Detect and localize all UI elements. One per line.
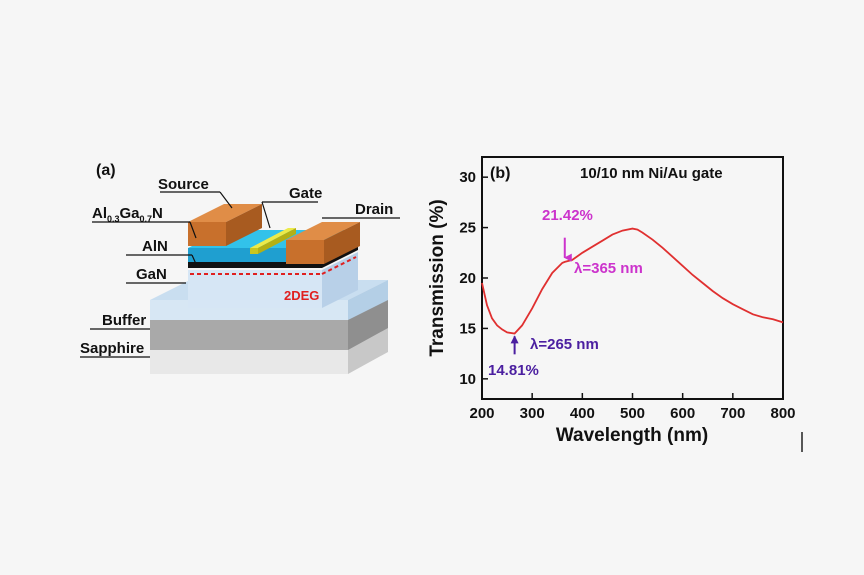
y-axis-ticks: 10 15 20 25 30 <box>459 169 488 388</box>
x-tick-label: 600 <box>670 405 695 422</box>
y-tick-label: 20 <box>459 270 476 287</box>
gate-front <box>250 248 258 254</box>
x-axis-ticks: 200 300 400 500 600 700 800 <box>469 393 796 422</box>
y-tick-label: 25 <box>459 220 476 237</box>
base-side <box>348 280 388 320</box>
source-side <box>226 204 262 246</box>
gan-label: GaN <box>136 266 167 283</box>
y-tick-label: 10 <box>459 371 476 388</box>
x-tick-label: 300 <box>520 405 545 422</box>
sapphire-label: Sapphire <box>80 340 144 357</box>
twodeg-label: 2DEG <box>284 288 319 303</box>
x-tick-label: 500 <box>620 405 645 422</box>
device-schematic: (a) Source Gate Drain Al0.3Ga0.7N AlN Ga… <box>80 162 400 374</box>
drain-top <box>286 222 360 240</box>
panel-a-label: (a) <box>96 162 116 179</box>
y-axis-label: Transmission (%) <box>427 199 448 356</box>
y-tick-label: 15 <box>459 320 476 337</box>
gan-side <box>322 252 358 308</box>
dip-value-annotation: 14.81% <box>488 362 539 379</box>
buffer-side <box>348 296 388 350</box>
gan-front <box>188 270 322 308</box>
transmission-chart: 200 300 400 500 600 700 800 10 15 20 25 30 (b) 10/… <box>427 156 796 446</box>
x-tick-label: 200 <box>469 405 494 422</box>
algan-label: Al0.3Ga0.7N <box>92 205 163 224</box>
drain-label: Drain <box>355 201 393 218</box>
buffer-label: Buffer <box>102 312 146 329</box>
drain-front <box>286 240 324 264</box>
source-label: Source <box>158 176 209 193</box>
panel-b-label: (b) <box>490 165 510 182</box>
twodeg-line-side <box>321 256 357 275</box>
transmission-curve <box>481 227 784 335</box>
aln-label: AlN <box>142 238 168 255</box>
peak-wavelength-annotation: λ=365 nm <box>574 260 643 277</box>
y-tick-label: 30 <box>459 169 476 186</box>
x-tick-label: 700 <box>720 405 745 422</box>
x-axis-label: Wavelength (nm) <box>556 425 708 446</box>
gate-side <box>258 228 296 254</box>
chart-title: 10/10 nm Ni/Au gate <box>580 165 723 182</box>
peak-value-annotation: 21.42% <box>542 207 593 224</box>
x-tick-label: 800 <box>770 405 795 422</box>
x-tick-label: 400 <box>570 405 595 422</box>
drain-side <box>324 222 360 264</box>
gate-top <box>250 228 296 248</box>
source-top <box>188 204 262 222</box>
gate-label: Gate <box>289 185 322 202</box>
leader-lines <box>80 191 400 358</box>
buffer-front <box>150 318 348 350</box>
source-front <box>188 222 226 246</box>
dip-wavelength-annotation: λ=265 nm <box>530 336 599 353</box>
